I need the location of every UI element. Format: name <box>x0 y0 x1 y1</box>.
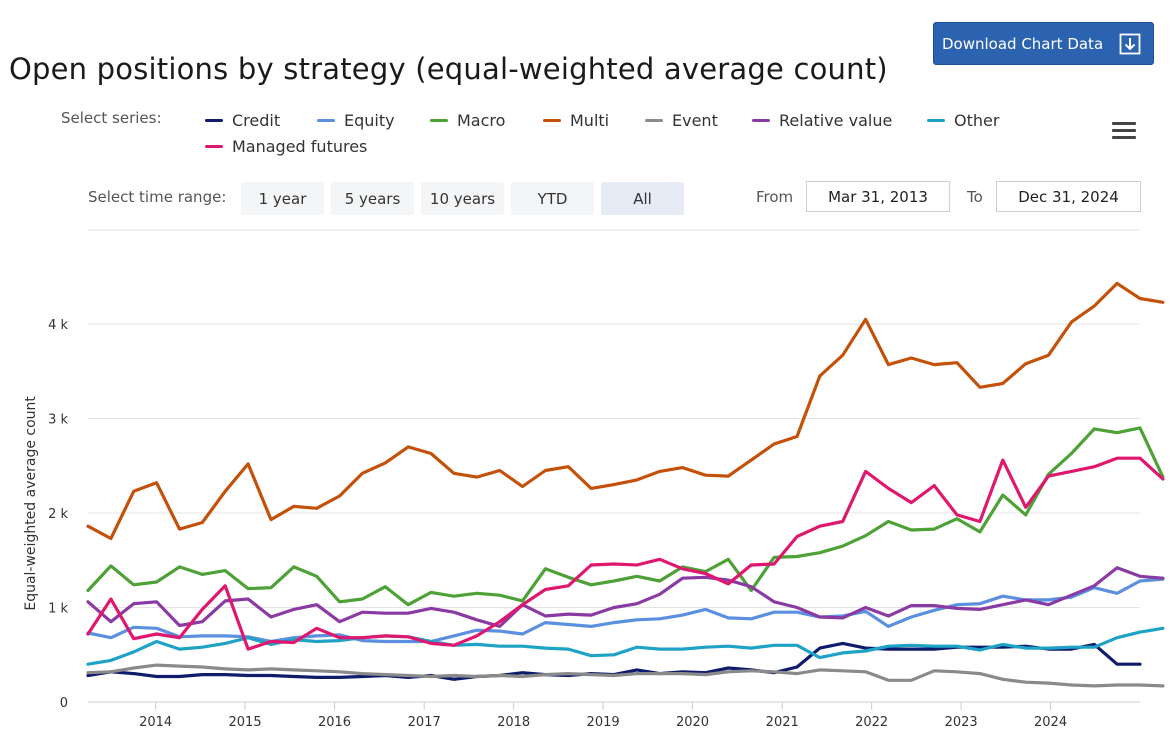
chart-title: Open positions by strategy (equal-weight… <box>9 52 888 86</box>
y-tick-label: 0 <box>60 696 68 711</box>
legend-item-relative-value[interactable]: Relative value <box>752 111 892 130</box>
x-tick-label: 2019 <box>587 715 620 730</box>
select-time-range-label: Select time range: <box>88 188 227 206</box>
legend-item-macro[interactable]: Macro <box>430 111 505 130</box>
to-date-input[interactable]: Dec 31, 2024 <box>996 181 1141 212</box>
from-label: From <box>756 188 794 206</box>
series-line-managed-futures <box>86 456 1165 651</box>
y-axis-title: Equal-weighted average count <box>23 396 39 611</box>
legend-label: Multi <box>570 111 610 130</box>
legend-label: Macro <box>457 111 506 130</box>
y-tick-label: 2 k <box>48 507 68 522</box>
x-tick-label: 2024 <box>1034 715 1067 730</box>
x-tick-label: 2016 <box>318 715 351 730</box>
legend-label: Relative value <box>779 111 893 130</box>
range-button-1-year[interactable]: 1 year <box>241 182 324 215</box>
range-button-ytd[interactable]: YTD <box>511 182 594 215</box>
x-tick-label: 2021 <box>766 715 799 730</box>
series-line-equity <box>86 577 1165 644</box>
legend-swatch <box>543 119 561 122</box>
legend-swatch <box>317 119 335 122</box>
download-icon <box>1119 33 1141 55</box>
legend-item-multi[interactable]: Multi <box>543 111 609 130</box>
hamburger-menu-icon <box>1112 122 1136 125</box>
legend-item-managed-futures[interactable]: Managed futures <box>205 137 367 156</box>
select-series-label: Select series: <box>61 109 162 127</box>
range-button-5-years[interactable]: 5 years <box>331 182 414 215</box>
x-tick-label: 2022 <box>855 715 888 730</box>
series-line-event <box>86 663 1165 688</box>
download-chart-data-button[interactable]: Download Chart Data <box>933 22 1154 65</box>
legend-swatch <box>205 145 223 148</box>
legend-swatch <box>752 119 770 122</box>
legend-item-equity[interactable]: Equity <box>317 111 395 130</box>
legend-swatch <box>927 119 945 122</box>
legend-item-other[interactable]: Other <box>927 111 999 130</box>
range-button-all[interactable]: All <box>601 182 684 215</box>
range-button-10-years[interactable]: 10 years <box>421 182 504 215</box>
chart-menu-button[interactable] <box>1112 122 1136 143</box>
legend-label: Managed futures <box>232 137 368 156</box>
series-line-other <box>86 626 1165 666</box>
download-button-label: Download Chart Data <box>942 34 1104 53</box>
x-tick-label: 2017 <box>408 715 441 730</box>
to-label: To <box>967 188 983 206</box>
legend-label: Event <box>672 111 718 130</box>
legend-label: Other <box>954 111 1000 130</box>
legend-label: Credit <box>232 111 281 130</box>
y-tick-label: 4 k <box>48 318 68 333</box>
x-tick-label: 2020 <box>676 715 709 730</box>
legend-swatch <box>645 119 663 122</box>
y-tick-label: 3 k <box>48 413 68 428</box>
x-tick-label: 2014 <box>139 715 172 730</box>
series-line-multi <box>86 281 1165 541</box>
x-tick-label: 2023 <box>945 715 978 730</box>
from-date-input[interactable]: Mar 31, 2013 <box>806 181 950 212</box>
legend-swatch <box>205 119 223 122</box>
series-line-relative-value <box>86 566 1165 629</box>
y-tick-label: 1 k <box>48 602 68 617</box>
legend-item-credit[interactable]: Credit <box>205 111 280 130</box>
x-tick-label: 2015 <box>229 715 262 730</box>
legend-label: Equity <box>344 111 395 130</box>
x-tick-label: 2018 <box>497 715 530 730</box>
legend-swatch <box>430 119 448 122</box>
series-line-macro <box>86 426 1165 607</box>
legend-item-event[interactable]: Event <box>645 111 718 130</box>
